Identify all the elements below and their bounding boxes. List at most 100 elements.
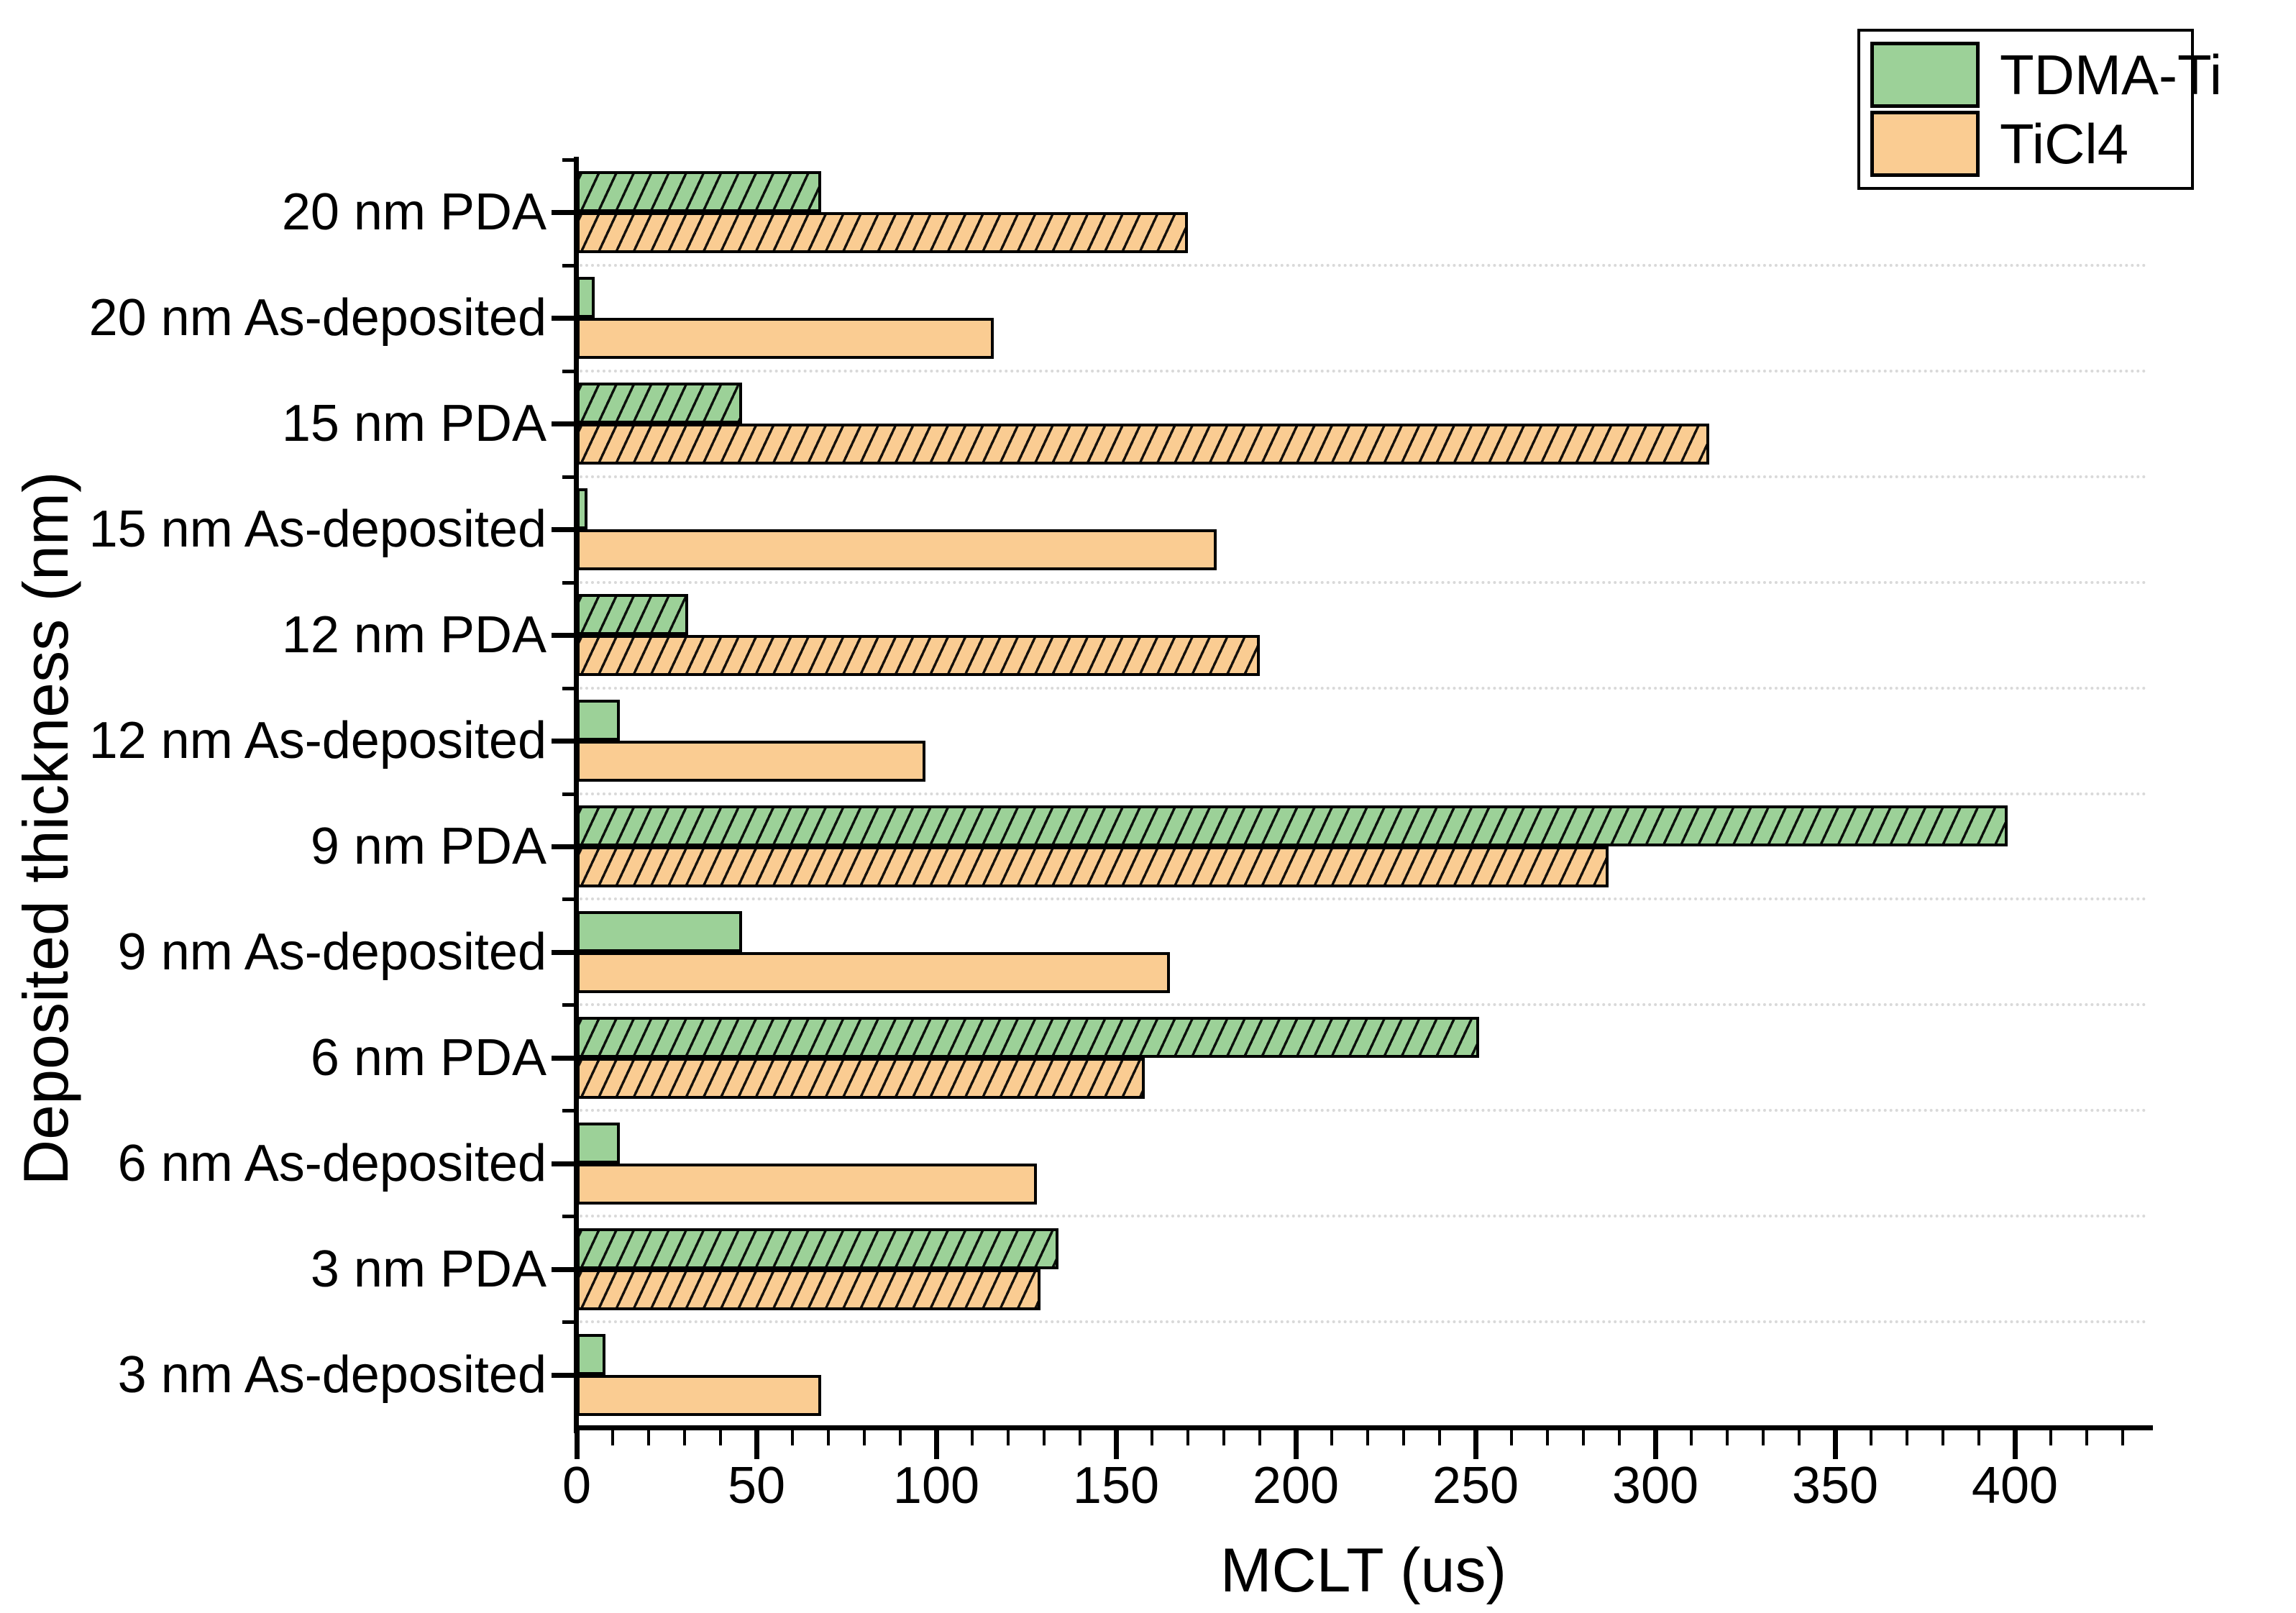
legend: TDMA-Ti TiCl4 bbox=[1857, 29, 2222, 190]
x-axis-minor-tick bbox=[1043, 1427, 1046, 1445]
y-axis-major-tick bbox=[552, 633, 577, 638]
x-axis-minor-tick bbox=[899, 1427, 902, 1445]
x-tick-label: 150 bbox=[1072, 1457, 1160, 1514]
category-gridline bbox=[580, 1003, 2147, 1007]
category-gridline bbox=[580, 1109, 2147, 1112]
x-axis-minor-tick bbox=[2085, 1427, 2088, 1445]
x-axis-major-tick bbox=[754, 1427, 759, 1459]
bar-12-nm-as-deposited-tdma-ti bbox=[577, 700, 620, 741]
x-axis-major-tick bbox=[934, 1427, 939, 1459]
legend-swatch-tdma-ti bbox=[1870, 42, 1980, 108]
legend-swatch-ticl4 bbox=[1870, 111, 1980, 177]
x-axis-major-tick bbox=[1473, 1427, 1478, 1459]
bar-6-nm-as-deposited-tdma-ti bbox=[577, 1123, 620, 1164]
y-axis-major-tick bbox=[552, 739, 577, 744]
category-gridline bbox=[580, 792, 2147, 795]
x-tick-label: 400 bbox=[1971, 1457, 2059, 1514]
x-tick-label: 350 bbox=[1791, 1457, 1879, 1514]
x-tick-label: 200 bbox=[1252, 1457, 1340, 1514]
y-axis-minor-tick bbox=[562, 1003, 577, 1007]
x-axis-minor-tick bbox=[1582, 1427, 1585, 1445]
category-label: 15 nm As-deposited bbox=[88, 501, 546, 558]
category-gridline bbox=[580, 686, 2147, 690]
x-axis-minor-tick bbox=[1762, 1427, 1765, 1445]
y-axis-major-tick bbox=[552, 421, 577, 426]
y-axis-major-tick bbox=[552, 316, 577, 321]
x-tick-label: 100 bbox=[892, 1457, 980, 1514]
category-label: 15 nm PDA bbox=[281, 395, 546, 452]
x-axis-minor-tick bbox=[611, 1427, 614, 1445]
x-axis-minor-tick bbox=[1618, 1427, 1621, 1445]
bar-20-nm-as-deposited-tdma-ti bbox=[577, 277, 595, 318]
y-axis-major-tick bbox=[552, 950, 577, 955]
y-axis-minor-tick bbox=[562, 1215, 577, 1218]
x-axis-minor-tick bbox=[2121, 1427, 2124, 1445]
bar-12-nm-pda-ticl4 bbox=[577, 635, 1260, 676]
category-label: 12 nm PDA bbox=[281, 606, 546, 664]
legend-label-tdma-ti: TDMA-Ti bbox=[2000, 43, 2223, 106]
x-axis-minor-tick bbox=[647, 1427, 650, 1445]
category-gridline bbox=[580, 1320, 2147, 1324]
x-axis-minor-tick bbox=[791, 1427, 794, 1445]
y-axis-major-tick bbox=[552, 1161, 577, 1166]
category-gridline bbox=[580, 369, 2147, 373]
category-gridline bbox=[580, 580, 2147, 584]
x-axis-major-tick bbox=[1653, 1427, 1658, 1459]
y-axis-title: Deposited thickness (nm) bbox=[10, 471, 81, 1186]
bar-9-nm-as-deposited-tdma-ti bbox=[577, 911, 742, 952]
x-axis-minor-tick bbox=[863, 1427, 866, 1445]
category-label: 20 nm PDA bbox=[281, 183, 546, 241]
x-axis-major-tick bbox=[1833, 1427, 1838, 1459]
x-axis-minor-tick bbox=[1510, 1427, 1513, 1445]
x-axis-minor-tick bbox=[1941, 1427, 1944, 1445]
y-axis-line bbox=[574, 157, 579, 1433]
bar-6-nm-pda-ticl4 bbox=[577, 1058, 1145, 1099]
category-label: 3 nm As-deposited bbox=[117, 1346, 546, 1404]
x-tick-label: 300 bbox=[1611, 1457, 1699, 1514]
bar-9-nm-as-deposited-ticl4 bbox=[577, 952, 1170, 993]
bar-3-nm-as-deposited-tdma-ti bbox=[577, 1334, 605, 1375]
bar-15-nm-pda-tdma-ti bbox=[577, 383, 742, 424]
x-axis-minor-tick bbox=[2049, 1427, 2052, 1445]
x-axis-major-tick bbox=[2013, 1427, 2018, 1459]
x-axis-minor-tick bbox=[1330, 1427, 1333, 1445]
y-axis-minor-tick bbox=[562, 475, 577, 479]
x-axis-minor-tick bbox=[1079, 1427, 1081, 1445]
legend-label-ticl4: TiCl4 bbox=[2000, 112, 2129, 175]
bar-3-nm-as-deposited-ticl4 bbox=[577, 1375, 821, 1416]
category-label: 9 nm As-deposited bbox=[117, 923, 546, 981]
x-axis-minor-tick bbox=[719, 1427, 722, 1445]
x-axis-minor-tick bbox=[827, 1427, 830, 1445]
bar-12-nm-as-deposited-ticl4 bbox=[577, 741, 925, 782]
x-axis-minor-tick bbox=[1151, 1427, 1153, 1445]
x-axis-minor-tick bbox=[1726, 1427, 1729, 1445]
category-label: 12 nm As-deposited bbox=[88, 712, 546, 769]
legend-item-ticl4: TiCl4 bbox=[1870, 109, 2181, 178]
bar-20-nm-pda-tdma-ti bbox=[577, 171, 821, 212]
category-label: 6 nm PDA bbox=[310, 1029, 546, 1087]
x-axis-title: MCLT (us) bbox=[1220, 1536, 1507, 1605]
bar-20-nm-pda-ticl4 bbox=[577, 212, 1188, 253]
x-axis-minor-tick bbox=[1906, 1427, 1908, 1445]
x-axis-major-tick bbox=[575, 1427, 580, 1459]
y-axis-minor-tick bbox=[562, 687, 577, 690]
y-axis-minor-tick bbox=[562, 1109, 577, 1112]
y-axis-major-tick bbox=[552, 844, 577, 849]
x-axis-line bbox=[574, 1425, 2153, 1430]
x-axis-minor-tick bbox=[1870, 1427, 1872, 1445]
y-axis-major-tick bbox=[552, 527, 577, 532]
y-axis-minor-tick bbox=[562, 1320, 577, 1324]
bar-3-nm-pda-ticl4 bbox=[577, 1269, 1040, 1310]
category-gridline bbox=[580, 897, 2147, 901]
y-axis-minor-tick bbox=[562, 158, 577, 162]
category-label: 9 nm PDA bbox=[310, 818, 546, 875]
y-axis-minor-tick bbox=[562, 897, 577, 901]
category-gridline bbox=[580, 475, 2147, 478]
category-label: 20 nm As-deposited bbox=[88, 289, 546, 347]
x-axis-minor-tick bbox=[1186, 1427, 1189, 1445]
x-tick-label: 50 bbox=[727, 1457, 786, 1514]
bar-3-nm-pda-tdma-ti bbox=[577, 1228, 1058, 1269]
x-axis-major-tick bbox=[1294, 1427, 1299, 1459]
x-axis-minor-tick bbox=[1438, 1427, 1441, 1445]
